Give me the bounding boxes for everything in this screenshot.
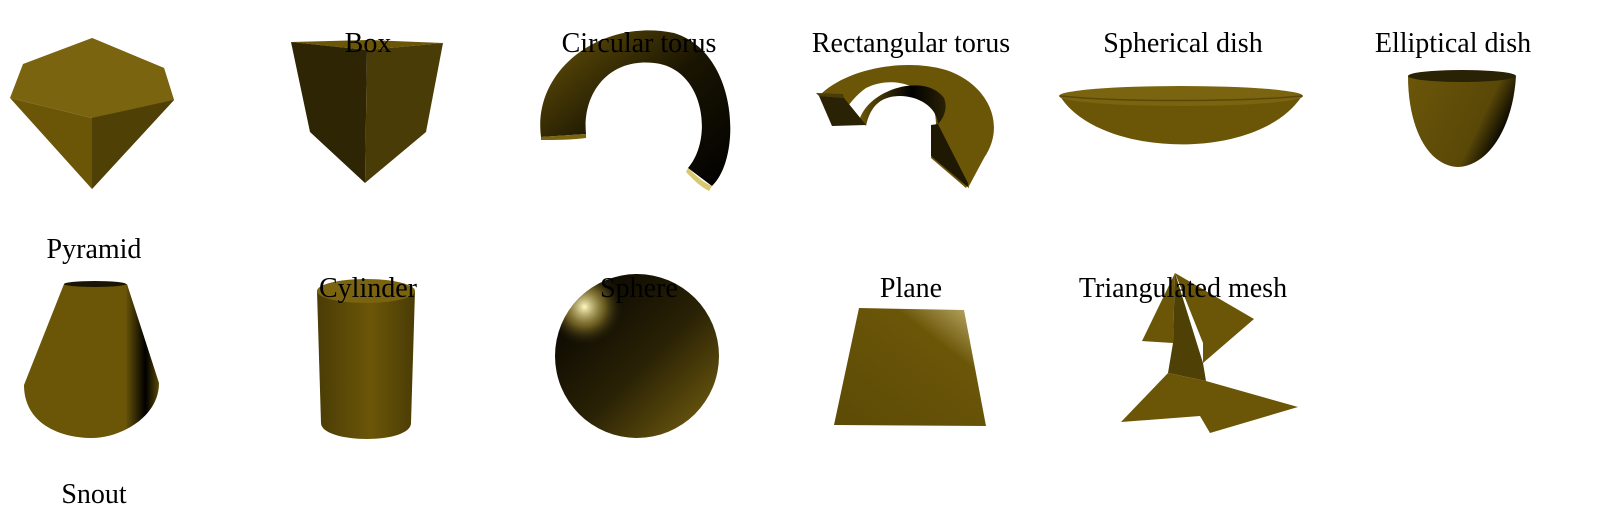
cylinder-shape [317,279,415,439]
circular-torus-shape [540,30,731,191]
sphere-item: Sphere [514,273,764,523]
rectangular-torus-shape [816,65,994,188]
plane-item: Plane [786,273,1036,523]
elliptical-dish-label: Elliptical dish [1374,28,1532,59]
pyramid-shape [10,38,174,189]
plane-shape [834,308,986,426]
cylinder-label: Cylinder [319,273,417,304]
spherical-dish-shape [1059,86,1303,145]
circular-torus-label: Circular torus [561,28,717,59]
plane-label: Plane [879,273,943,304]
sphere-shape [555,274,719,438]
rectangular-torus-label: Rectangular torus [811,28,1011,59]
pyramid-item: Pyramid [0,28,219,278]
box-item: Box [243,28,493,278]
box-shape [291,40,443,183]
snout-label: Snout [61,479,127,510]
triangulated-mesh-item: Triangulated mesh [1058,273,1308,523]
sphere-label: Sphere [600,273,678,304]
spherical-dish-item: Spherical dish [1058,28,1308,278]
rectangular-torus-item: Rectangular torus [786,28,1036,278]
snout-item: Snout [0,273,219,523]
cylinder-item: Cylinder [243,273,493,523]
spherical-dish-label: Spherical dish [1103,28,1263,59]
elliptical-dish-item: Elliptical dish [1328,28,1578,278]
box-label: Box [344,28,392,59]
snout-shape [24,281,159,438]
triangulated-mesh-shape [1121,273,1298,433]
triangulated-mesh-label: Triangulated mesh [1078,273,1288,304]
circular-torus-item: Circular torus [514,28,764,278]
elliptical-dish-shape [1408,70,1516,167]
pyramid-label: Pyramid [46,234,142,265]
